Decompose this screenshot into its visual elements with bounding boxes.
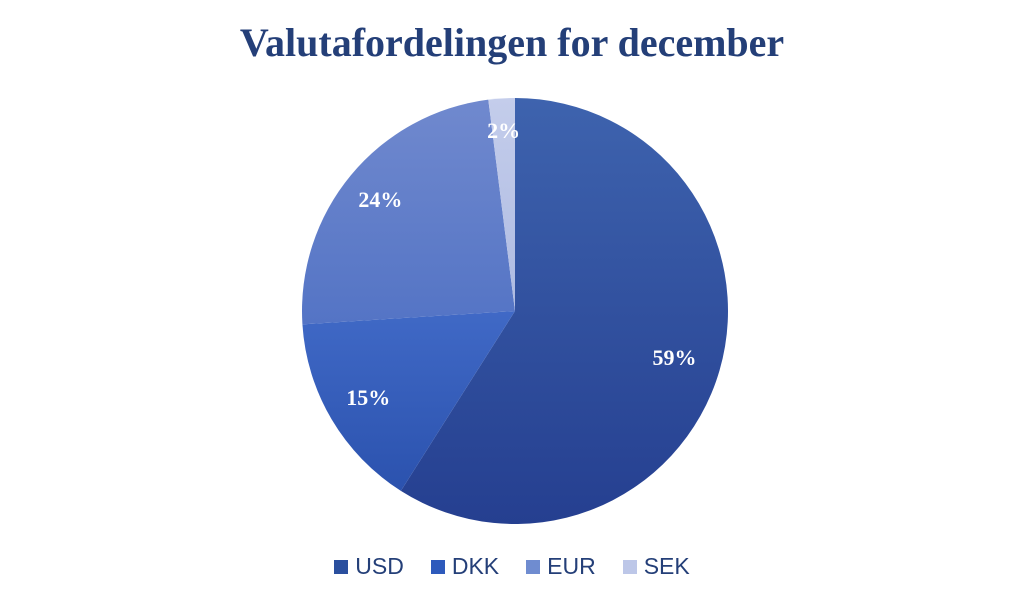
legend-swatch-dkk [430, 560, 445, 574]
legend-item-dkk: DKK [430, 551, 500, 581]
pie-slice-usd [400, 98, 729, 525]
slice-label-usd: 59% [653, 345, 697, 370]
slice-label-dkk: 15% [346, 385, 390, 410]
legend-swatch-eur [526, 560, 541, 574]
slice-label-sek: 2% [487, 118, 520, 143]
legend-swatch-usd [334, 560, 349, 574]
chart-legend: USD DKK EUR SEK [0, 551, 1024, 581]
legend-label-dkk: DKK [451, 553, 500, 579]
chart-title: Valutafordelingen for december [239, 20, 785, 65]
legend-item-eur: EUR [526, 551, 596, 581]
legend-swatch-sek [622, 560, 637, 574]
pie-slice-dkk [302, 311, 515, 491]
legend-item-sek: SEK [622, 551, 690, 581]
legend-label-eur: EUR [547, 553, 596, 579]
legend-item-usd: USD [334, 551, 404, 581]
legend-label-usd: USD [355, 553, 404, 579]
pie-slice-eur [301, 99, 515, 325]
slice-label-eur: 24% [358, 187, 402, 212]
legend-label-sek: SEK [643, 553, 690, 579]
pie-slice-sek [488, 98, 515, 311]
